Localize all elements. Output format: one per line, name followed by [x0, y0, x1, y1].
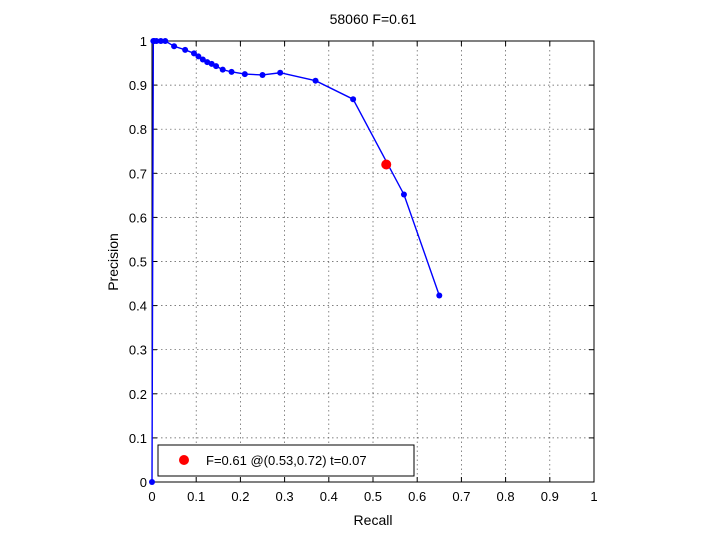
- best-f-point-layer: [381, 159, 392, 170]
- x-tick-label: 0.9: [541, 489, 559, 504]
- y-tick-label: 1: [140, 34, 147, 49]
- y-tick-label: 0: [140, 475, 147, 490]
- pr-curve-point: [259, 71, 266, 78]
- pr-curve-series: [149, 38, 443, 485]
- x-axis-label: Recall: [354, 512, 393, 528]
- y-tick-label: 0.4: [129, 299, 147, 314]
- x-tick-label: 0.1: [187, 489, 205, 504]
- y-tick-label: 0.1: [129, 431, 147, 446]
- y-tick-label: 0.8: [129, 122, 147, 137]
- y-tick-labels: 0 0.1 0.2 0.3 0.4 0.5 0.6 0.7 0.8 0.9 1: [129, 34, 147, 490]
- pr-curve-point: [219, 66, 226, 73]
- x-tick-label: 0.8: [497, 489, 515, 504]
- y-tick-label: 0.2: [129, 387, 147, 402]
- x-tick-label: 1: [590, 489, 597, 504]
- x-tick-label: 0.7: [452, 489, 470, 504]
- pr-curve-point: [199, 56, 206, 63]
- legend: F=0.61 @(0.53,0.72) t=0.07: [157, 444, 415, 477]
- y-tick-label: 0.3: [129, 343, 147, 358]
- x-tick-label: 0.2: [231, 489, 249, 504]
- pr-curve-point: [149, 479, 155, 485]
- grid-lines: [152, 41, 594, 482]
- pr-curve-point: [228, 68, 235, 75]
- pr-curve-point: [153, 38, 160, 44]
- pr-curve-point: [171, 43, 178, 50]
- legend-label: F=0.61 @(0.53,0.72) t=0.07: [206, 453, 367, 468]
- pr-curve-point: [195, 53, 202, 60]
- x-tick-label: 0.5: [364, 489, 382, 504]
- x-tick-labels: 0 0.1 0.2 0.3 0.4 0.5 0.6 0.7 0.8 0.9 1: [148, 489, 597, 504]
- y-tick-label: 0.7: [129, 166, 147, 181]
- pr-curve-point: [157, 38, 164, 44]
- pr-curve-point: [208, 60, 215, 67]
- pr-curve-point: [241, 71, 248, 78]
- chart-title: 58060 F=0.61: [330, 11, 417, 27]
- y-axis-label: Precision: [105, 233, 121, 291]
- pr-curve-point: [190, 50, 197, 57]
- x-tick-label: 0.3: [276, 489, 294, 504]
- pr-curve-point: [277, 69, 284, 76]
- legend-marker: [179, 455, 189, 465]
- pr-curve-point: [350, 96, 357, 103]
- pr-curve-point: [312, 77, 319, 84]
- pr-curve-point: [400, 191, 407, 198]
- pr-curve-point: [436, 292, 443, 299]
- legend-box: [157, 444, 415, 477]
- x-tick-label: 0.4: [320, 489, 338, 504]
- pr-curve-point: [213, 63, 220, 70]
- x-tick-label: 0: [148, 489, 155, 504]
- pr-curve-point: [182, 46, 189, 53]
- y-tick-label: 0.6: [129, 210, 147, 225]
- y-tick-label: 0.9: [129, 78, 147, 93]
- y-tick-label: 0.5: [129, 255, 147, 270]
- best-f-point: [381, 159, 392, 170]
- x-tick-label: 0.6: [408, 489, 426, 504]
- pr-curve-point: [162, 38, 169, 44]
